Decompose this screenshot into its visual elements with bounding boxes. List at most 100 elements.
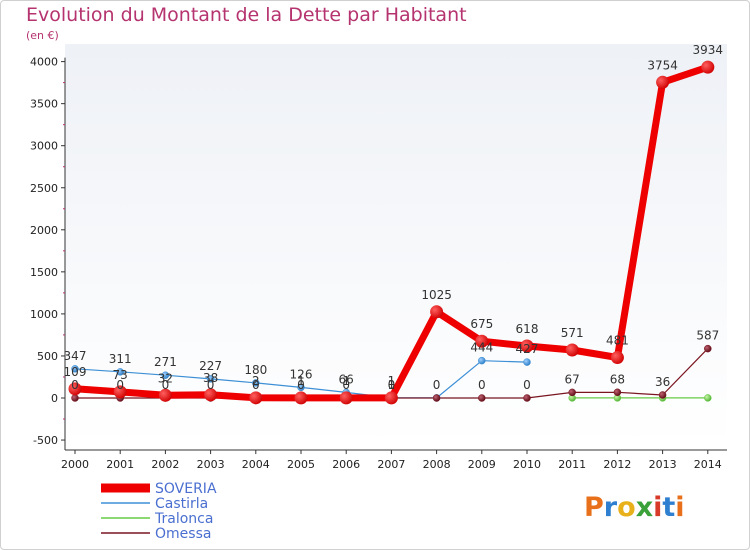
data-label-castirla: 126: [290, 367, 313, 381]
logo-letter: t: [662, 492, 675, 523]
point-soveria: [701, 60, 715, 74]
data-label-omessa: 0: [433, 378, 441, 392]
data-label-omessa: 0: [162, 378, 170, 392]
data-label-omessa: 0: [523, 378, 531, 392]
data-label-soveria: 481: [606, 334, 629, 348]
x-tick-label: 2003: [197, 458, 225, 471]
point-castirla: [297, 383, 305, 392]
data-label-soveria: 73: [113, 368, 128, 382]
point-soveria: [68, 382, 82, 396]
data-label-soveria: 571: [561, 326, 584, 340]
data-label-omessa: 0: [252, 378, 260, 392]
point-soveria: [384, 391, 398, 405]
logo-letter: P: [584, 492, 604, 523]
data-label-soveria: 675: [470, 317, 493, 331]
logo-text: Proxiti: [584, 492, 685, 523]
x-tick-label: 2009: [468, 458, 496, 471]
x-tick-label: 2006: [332, 458, 360, 471]
point-omessa: [71, 394, 79, 402]
x-tick-label: 2008: [423, 458, 451, 471]
chart-subtitle: (en €): [26, 29, 59, 42]
y-tick-label: 1500: [30, 266, 58, 279]
logo-letter: o: [617, 492, 636, 523]
x-tick-label: 2004: [242, 458, 270, 471]
data-label-omessa: 0: [478, 378, 486, 392]
data-label-castirla: 66: [339, 372, 354, 386]
point-soveria: [565, 343, 579, 357]
data-label-omessa: 0: [342, 378, 350, 392]
point-castirla: [116, 368, 124, 376]
data-label-castirla: 444: [470, 341, 493, 355]
data-label-omessa: 0: [71, 378, 79, 392]
point-soveria: [204, 388, 218, 402]
y-tick-label: 4000: [30, 56, 58, 69]
y-tick-label: 1000: [30, 308, 58, 321]
x-tick-label: 2013: [649, 458, 677, 471]
x-tick-label: 2010: [513, 458, 541, 471]
point-omessa: [613, 388, 622, 397]
data-label-soveria: 1: [388, 374, 396, 388]
point-castirla: [523, 358, 531, 366]
x-tick-label: 2012: [603, 458, 631, 471]
data-label-soveria: 618: [516, 322, 539, 336]
point-omessa: [432, 394, 441, 402]
point-castirla: [206, 375, 215, 383]
point-soveria: [249, 391, 263, 405]
x-tick-label: 2007: [377, 458, 405, 471]
plot-background: [65, 44, 727, 446]
data-label-castirla: 427: [516, 342, 539, 356]
data-label-omessa: 587: [696, 329, 719, 343]
point-soveria: [158, 388, 172, 402]
x-tick-label: 2001: [106, 458, 134, 471]
data-label-omessa: 0: [297, 378, 305, 392]
data-label-omessa: 36: [655, 375, 670, 389]
data-label-castirla: 271: [154, 355, 177, 369]
data-label-castirla: 1: [388, 378, 396, 392]
y-tick-label: 0: [51, 392, 58, 405]
data-label-soveria: 1: [342, 374, 350, 388]
point-omessa: [568, 388, 576, 397]
point-omessa: [704, 344, 712, 353]
legend-label-soveria: SOVERIA: [155, 481, 217, 497]
point-omessa: [523, 394, 531, 402]
x-tick-label: 2005: [287, 458, 315, 471]
point-castirla: [478, 356, 486, 365]
point-soveria: [339, 391, 353, 405]
data-label-soveria: 109: [64, 365, 87, 379]
x-tick-label: 2002: [151, 458, 179, 471]
point-soveria: [430, 305, 444, 319]
data-label-omessa: 68: [610, 372, 625, 386]
data-label-castirla: 180: [244, 363, 267, 377]
point-soveria: [113, 385, 127, 399]
logo-letter: i: [653, 492, 662, 523]
point-soveria: [475, 334, 489, 348]
data-label-soveria: 3754: [647, 58, 678, 72]
data-label-omessa: 0: [207, 378, 215, 392]
legend-label-castirla: Castirla: [155, 496, 208, 512]
data-label-castirla: 227: [199, 359, 222, 373]
logo-letter: i: [675, 492, 684, 523]
data-label-soveria: 2: [252, 374, 260, 388]
point-soveria: [294, 391, 308, 405]
point-omessa: [478, 394, 486, 402]
data-label-castirla: 347: [64, 349, 87, 363]
point-soveria: [656, 75, 670, 89]
logo-letter: r: [604, 492, 618, 523]
y-tick-label: 3000: [30, 140, 58, 153]
data-label-soveria: 1025: [421, 288, 452, 302]
data-label-omessa: 0: [116, 378, 124, 392]
point-tralonca: [704, 394, 712, 402]
point-soveria: [520, 339, 534, 353]
y-tick-label: -500: [33, 434, 58, 447]
y-tick-label: 3500: [30, 98, 58, 111]
data-label-soveria: 1: [297, 374, 305, 388]
legend-label-omessa: Omessa: [155, 526, 211, 542]
x-tick-label: 2011: [558, 458, 586, 471]
data-label-omessa: 0: [388, 378, 396, 392]
point-castirla: [71, 365, 79, 373]
data-label-soveria: 3934: [693, 43, 724, 57]
chart-title: Evolution du Montant de la Dette par Hab…: [26, 4, 467, 26]
y-tick-label: 2500: [30, 182, 58, 195]
point-soveria: [610, 351, 624, 365]
